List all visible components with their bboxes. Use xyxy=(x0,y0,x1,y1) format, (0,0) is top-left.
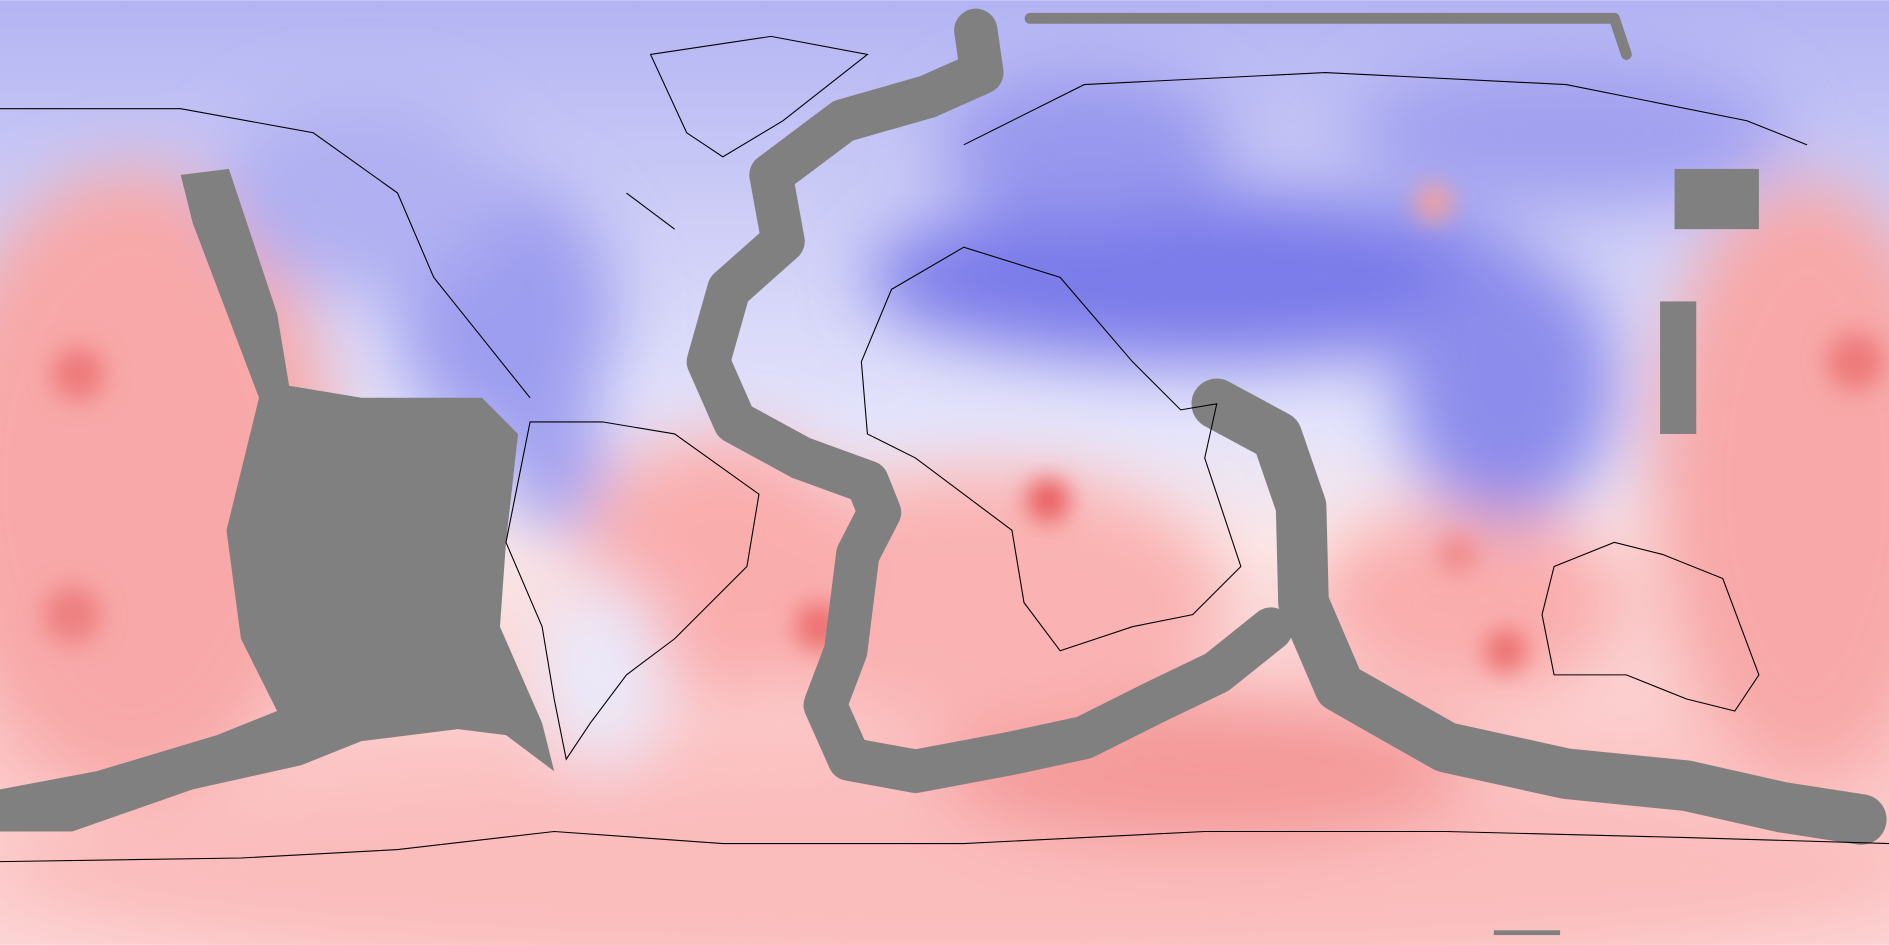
coastlines xyxy=(0,35,1889,863)
masked-region xyxy=(1493,930,1561,936)
coastline xyxy=(0,71,1808,399)
masked-band xyxy=(686,8,1293,793)
masked-region xyxy=(1660,301,1697,434)
masked-region xyxy=(0,168,555,832)
coastline xyxy=(649,35,869,158)
masked-regions xyxy=(0,168,1759,832)
coastline xyxy=(0,830,1889,863)
masked-band xyxy=(1024,12,1632,60)
hot-spots xyxy=(43,183,1885,673)
coastline xyxy=(505,421,760,761)
masked-band xyxy=(1191,378,1887,845)
masked-bands xyxy=(686,8,1887,845)
coastline xyxy=(860,246,1242,652)
coastline xyxy=(1541,541,1760,712)
masked-region xyxy=(1674,168,1759,230)
